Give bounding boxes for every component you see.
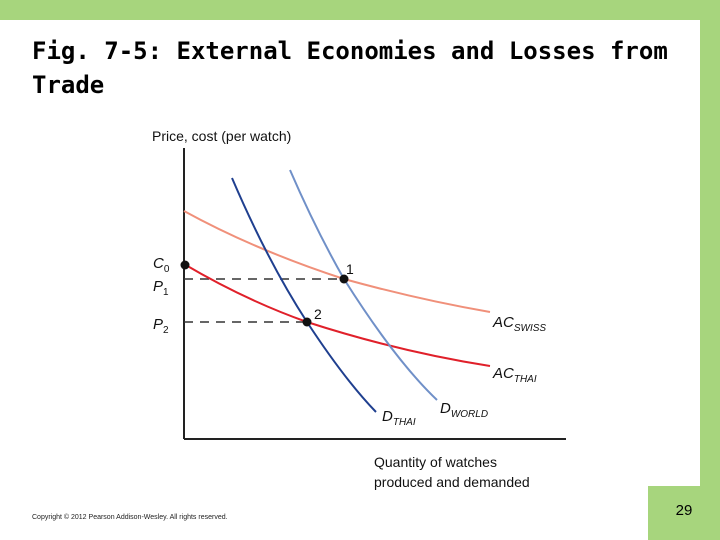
y-axis-label: Price, cost (per watch) <box>152 128 291 144</box>
d-thai-label: DTHAI <box>382 408 416 428</box>
x-axis-label-line1: Quantity of watches <box>374 454 497 470</box>
point-2-label: 2 <box>314 306 322 322</box>
point-2 <box>302 317 312 327</box>
copyright-notice: Copyright © 2012 Pearson Addison-Wesley.… <box>32 514 228 521</box>
ac-swiss-curve <box>183 210 491 313</box>
p2-label: P2 <box>153 316 169 336</box>
ac-swiss-label: ACSWISS <box>492 314 546 334</box>
page-number-box <box>648 486 720 540</box>
x-axis-label-line2: produced and demanded <box>374 474 530 490</box>
page-number: 29 <box>675 502 693 519</box>
d-world-label: DWORLD <box>440 400 488 420</box>
ac-thai-label: ACTHAI <box>492 365 537 385</box>
right-accent-bar <box>700 0 720 540</box>
point-1-label: 1 <box>346 261 354 277</box>
point-1 <box>339 274 349 284</box>
slide-title: Fig. 7-5: External Economies and Losses … <box>32 37 668 99</box>
point-c0 <box>180 260 190 270</box>
c0-label: C0 <box>153 255 170 275</box>
p1-label: P1 <box>153 278 169 298</box>
top-accent-bar <box>0 0 720 20</box>
